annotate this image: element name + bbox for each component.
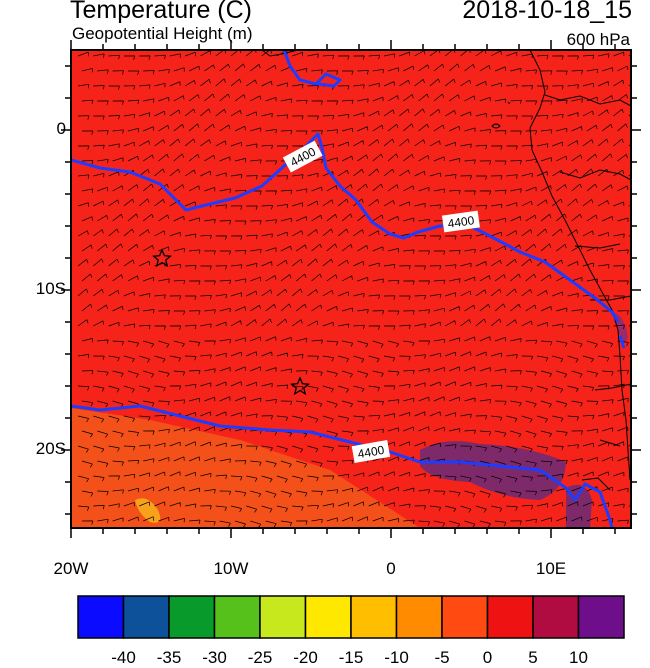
height-contour-4400	[71, 50, 626, 528]
contour-label: 4400	[357, 443, 386, 461]
colorbar-label: -15	[338, 648, 364, 667]
colorbar-swatch	[168, 595, 216, 639]
wind-barbs	[77, 50, 631, 528]
colorbar-label: -10	[384, 648, 409, 667]
colorbar-swatch	[122, 595, 170, 639]
valid-datetime: 2018-10-18_15	[462, 0, 632, 24]
lon-label-10e: 10E	[535, 559, 567, 578]
colorbar-swatch	[350, 595, 398, 639]
colorbar	[77, 595, 625, 639]
colorbar-swatch	[395, 595, 443, 639]
map-title: Temperature (C)	[70, 0, 252, 24]
contour-label: 4400	[447, 213, 476, 231]
colorbar-swatch	[259, 595, 307, 639]
star-marker	[289, 376, 311, 396]
star-marker	[151, 248, 173, 268]
contour-label-group: 4400 4400 4400	[282, 140, 480, 464]
colorbar-swatch	[486, 595, 534, 639]
colorbar-label: -30	[202, 648, 227, 667]
colorbar-label: -40	[111, 648, 136, 667]
colorbar-label: 0	[482, 648, 493, 667]
lat-label-0: 0	[56, 119, 66, 138]
colorbar-swatch	[213, 595, 261, 639]
colorbar-label: 10	[569, 648, 588, 667]
lon-label-10w: 10W	[213, 559, 249, 578]
warm-region	[71, 408, 420, 528]
colorbar-swatch	[77, 595, 125, 639]
colorbar-label: 5	[528, 648, 538, 667]
lon-label-20w: 20W	[53, 559, 89, 578]
colorbar-swatch	[441, 595, 489, 639]
colorbar-label: -25	[247, 648, 273, 667]
warm-spot	[135, 498, 161, 523]
coastline	[261, 50, 631, 491]
location-markers	[151, 248, 311, 396]
colorbar-label: -5	[434, 648, 450, 667]
colorbar-swatch	[532, 595, 580, 639]
axis-ticks	[61, 40, 641, 538]
lat-label-10s: 10S	[35, 279, 66, 298]
map-frame	[70, 49, 632, 529]
colorbar-swatch	[577, 595, 625, 639]
lat-label-20s: 20S	[35, 439, 66, 458]
colorbar-label: -35	[156, 648, 182, 667]
colorbar-label: -20	[293, 648, 318, 667]
purple-region	[420, 441, 566, 500]
lon-label-0: 0	[386, 559, 396, 578]
map-subtitle: Geopotential Height (m)	[72, 24, 253, 43]
colorbar-swatch	[304, 595, 352, 639]
